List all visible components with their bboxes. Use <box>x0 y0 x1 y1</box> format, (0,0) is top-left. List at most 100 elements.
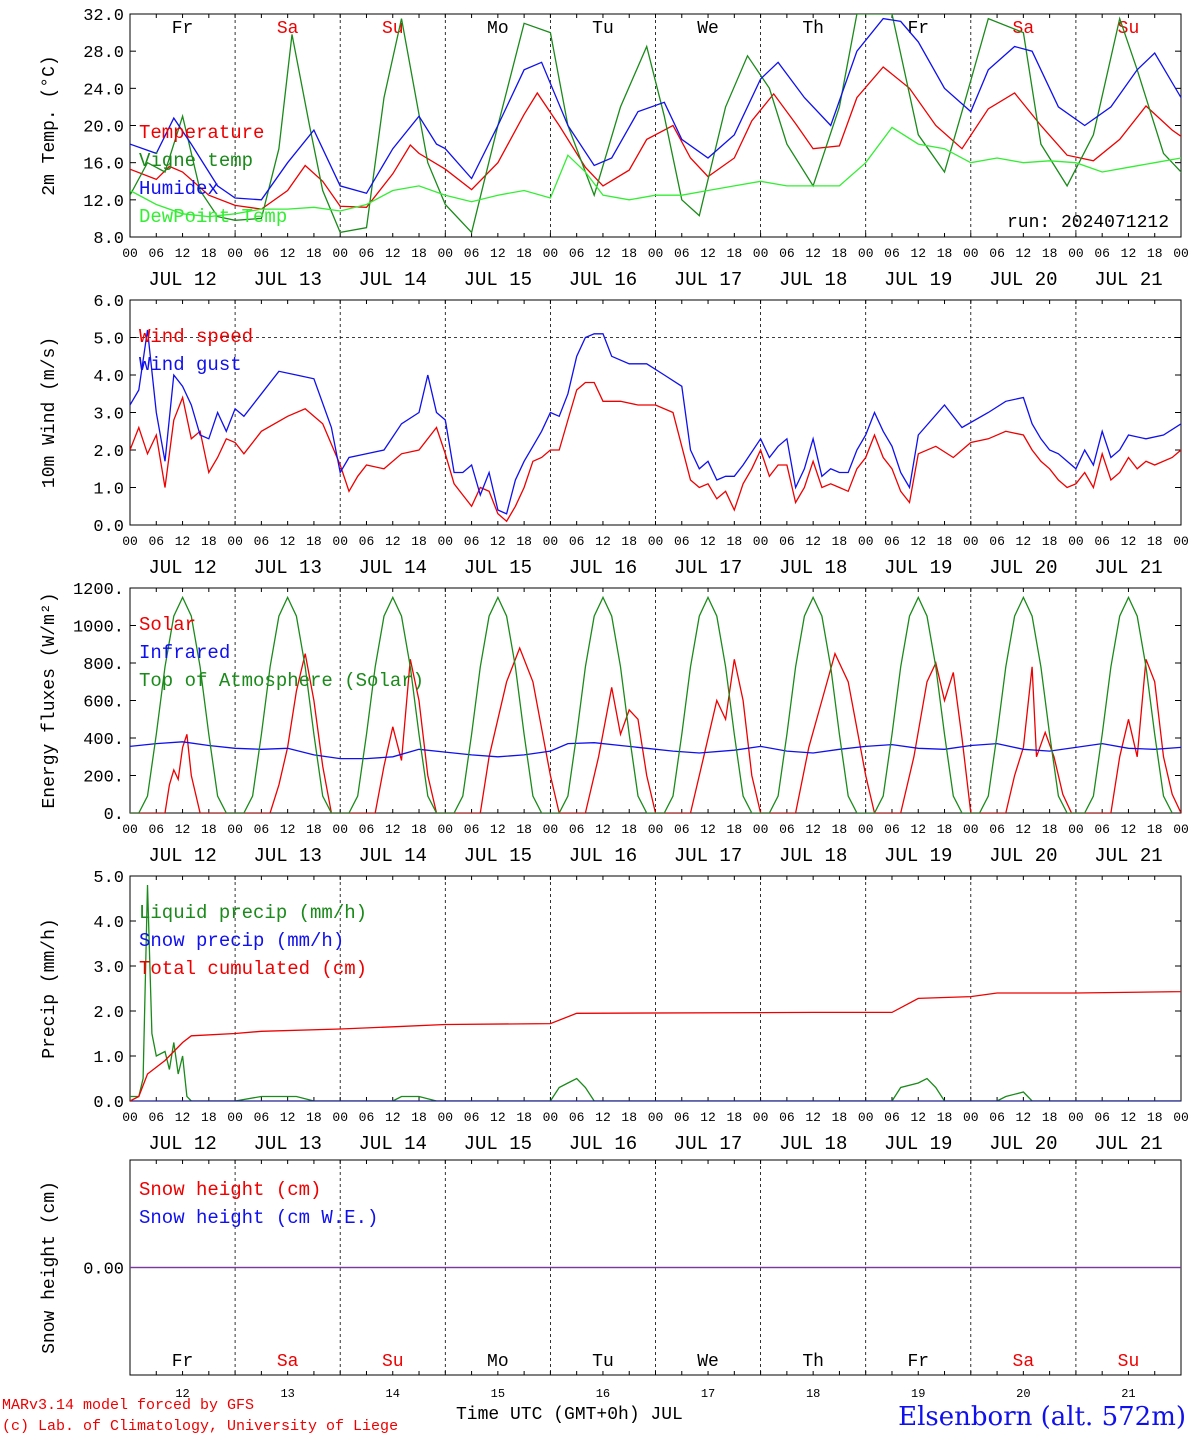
date-label: JUL 13 <box>253 557 321 579</box>
hour-tick-label: 18 <box>201 246 217 261</box>
hour-tick-label: 00 <box>332 1110 348 1125</box>
y-tick-label: 5.0 <box>93 869 124 888</box>
hour-tick-label: 06 <box>464 1110 480 1125</box>
date-label: JUL 17 <box>674 1133 742 1155</box>
y-tick-label: 400. <box>83 731 124 750</box>
day-number-label: 18 <box>806 1387 820 1401</box>
hour-tick-label: 06 <box>779 534 795 549</box>
hour-tick-label: 06 <box>884 246 900 261</box>
hour-tick-label: 00 <box>543 1110 559 1125</box>
hour-tick-label: 00 <box>648 1110 664 1125</box>
series-line-top-of-atmosphere-solar- <box>130 595 1173 813</box>
y-axis-title: Precip (mm/h) <box>40 918 60 1058</box>
hour-tick-label: 18 <box>727 822 743 837</box>
hour-tick-label: 06 <box>674 822 690 837</box>
hour-tick-label: 06 <box>569 534 585 549</box>
y-tick-label: 32.0 <box>83 7 124 26</box>
y-tick-label: 0. <box>104 806 124 825</box>
credit-line-1: MARv3.14 model forced by GFS <box>2 1397 255 1414</box>
series-line-wind-speed <box>130 381 1181 523</box>
hour-tick-label: 18 <box>201 822 217 837</box>
hour-tick-label: 06 <box>464 534 480 549</box>
hour-tick-label: 06 <box>359 822 375 837</box>
hour-tick-label: 00 <box>332 822 348 837</box>
weekday-label: Sa <box>1013 1352 1035 1372</box>
hour-tick-label: 06 <box>359 534 375 549</box>
hour-tick-label: 18 <box>306 1110 322 1125</box>
series-line-temperature <box>130 66 1181 210</box>
date-label: JUL 18 <box>779 557 847 579</box>
hour-tick-label: 12 <box>1121 1110 1137 1125</box>
y-tick-label: 24.0 <box>83 81 124 100</box>
date-label: JUL 16 <box>569 269 637 291</box>
y-tick-label: 4.0 <box>93 914 124 933</box>
hour-tick-label: 12 <box>175 246 191 261</box>
y-tick-label: 2.0 <box>93 443 124 462</box>
hour-tick-label: 00 <box>122 822 138 837</box>
hour-tick-label: 18 <box>727 246 743 261</box>
hour-tick-label: 06 <box>464 246 480 261</box>
y-axis-title: 10m Wind (m/s) <box>40 337 60 488</box>
series-line-dewpoint-temp <box>130 126 1181 218</box>
date-label: JUL 12 <box>148 845 216 867</box>
hour-tick-label: 00 <box>1173 1110 1189 1125</box>
hour-tick-label: 06 <box>884 822 900 837</box>
legend-entry: Liquid precip (mm/h) <box>139 902 367 924</box>
y-tick-label: 1000. <box>73 619 124 638</box>
series-line-humidex <box>130 17 1181 201</box>
date-label: JUL 13 <box>253 269 321 291</box>
hour-tick-label: 06 <box>148 246 164 261</box>
hour-tick-label: 12 <box>385 246 401 261</box>
hour-tick-label: 18 <box>306 534 322 549</box>
y-tick-label: 1200. <box>73 581 124 600</box>
series-line-total-cumulated-cm- <box>130 990 1181 1101</box>
credit-line-2: (c) Lab. of Climatology, University of L… <box>2 1418 399 1435</box>
legend-entry: Solar <box>139 614 196 636</box>
hour-tick-label: 00 <box>543 534 559 549</box>
hour-tick-label: 18 <box>621 534 637 549</box>
y-axis-title: 2m Temp. (°C) <box>40 55 60 195</box>
hour-tick-label: 00 <box>1173 246 1189 261</box>
hour-tick-label: 18 <box>937 534 953 549</box>
hour-tick-label: 00 <box>227 534 243 549</box>
weekday-label: Fr <box>907 1352 929 1372</box>
hour-tick-label: 06 <box>884 1110 900 1125</box>
hour-tick-label: 12 <box>1016 534 1032 549</box>
date-label: JUL 21 <box>1094 269 1162 291</box>
hour-tick-label: 00 <box>648 246 664 261</box>
hour-tick-label: 18 <box>516 534 532 549</box>
date-label: JUL 17 <box>674 269 742 291</box>
hour-tick-label: 12 <box>175 534 191 549</box>
hour-tick-label: 00 <box>963 246 979 261</box>
hour-tick-label: 18 <box>411 1110 427 1125</box>
date-label: JUL 12 <box>148 269 216 291</box>
hour-tick-label: 12 <box>595 822 611 837</box>
hour-tick-label: 18 <box>621 822 637 837</box>
date-label: JUL 19 <box>884 557 952 579</box>
hour-tick-label: 18 <box>727 534 743 549</box>
y-tick-label: 6.0 <box>93 293 124 312</box>
legend-entry: Snow height (cm W.E.) <box>139 1207 378 1229</box>
legend-entry: Infrared <box>139 642 230 664</box>
hour-tick-label: 12 <box>910 246 926 261</box>
y-tick-label: 200. <box>83 769 124 788</box>
run-label: run: 2024071212 <box>1007 213 1169 233</box>
panel-frame-1 <box>129 299 1182 526</box>
hour-tick-label: 00 <box>648 822 664 837</box>
y-tick-label: 1.0 <box>93 1049 124 1068</box>
hour-tick-label: 12 <box>805 534 821 549</box>
date-label: JUL 21 <box>1094 845 1162 867</box>
hour-tick-label: 00 <box>543 246 559 261</box>
hour-tick-label: 12 <box>910 822 926 837</box>
date-label: JUL 20 <box>989 1133 1057 1155</box>
hour-tick-label: 18 <box>621 1110 637 1125</box>
x-axis-title: Time UTC (GMT+0h) JUL <box>456 1405 683 1425</box>
hour-tick-label: 00 <box>1068 822 1084 837</box>
date-label: JUL 15 <box>464 557 532 579</box>
hour-tick-label: 06 <box>1094 1110 1110 1125</box>
hour-tick-label: 00 <box>437 534 453 549</box>
hour-tick-label: 00 <box>963 534 979 549</box>
legend-entry: Vigne temp <box>139 150 253 172</box>
hour-tick-label: 18 <box>832 1110 848 1125</box>
